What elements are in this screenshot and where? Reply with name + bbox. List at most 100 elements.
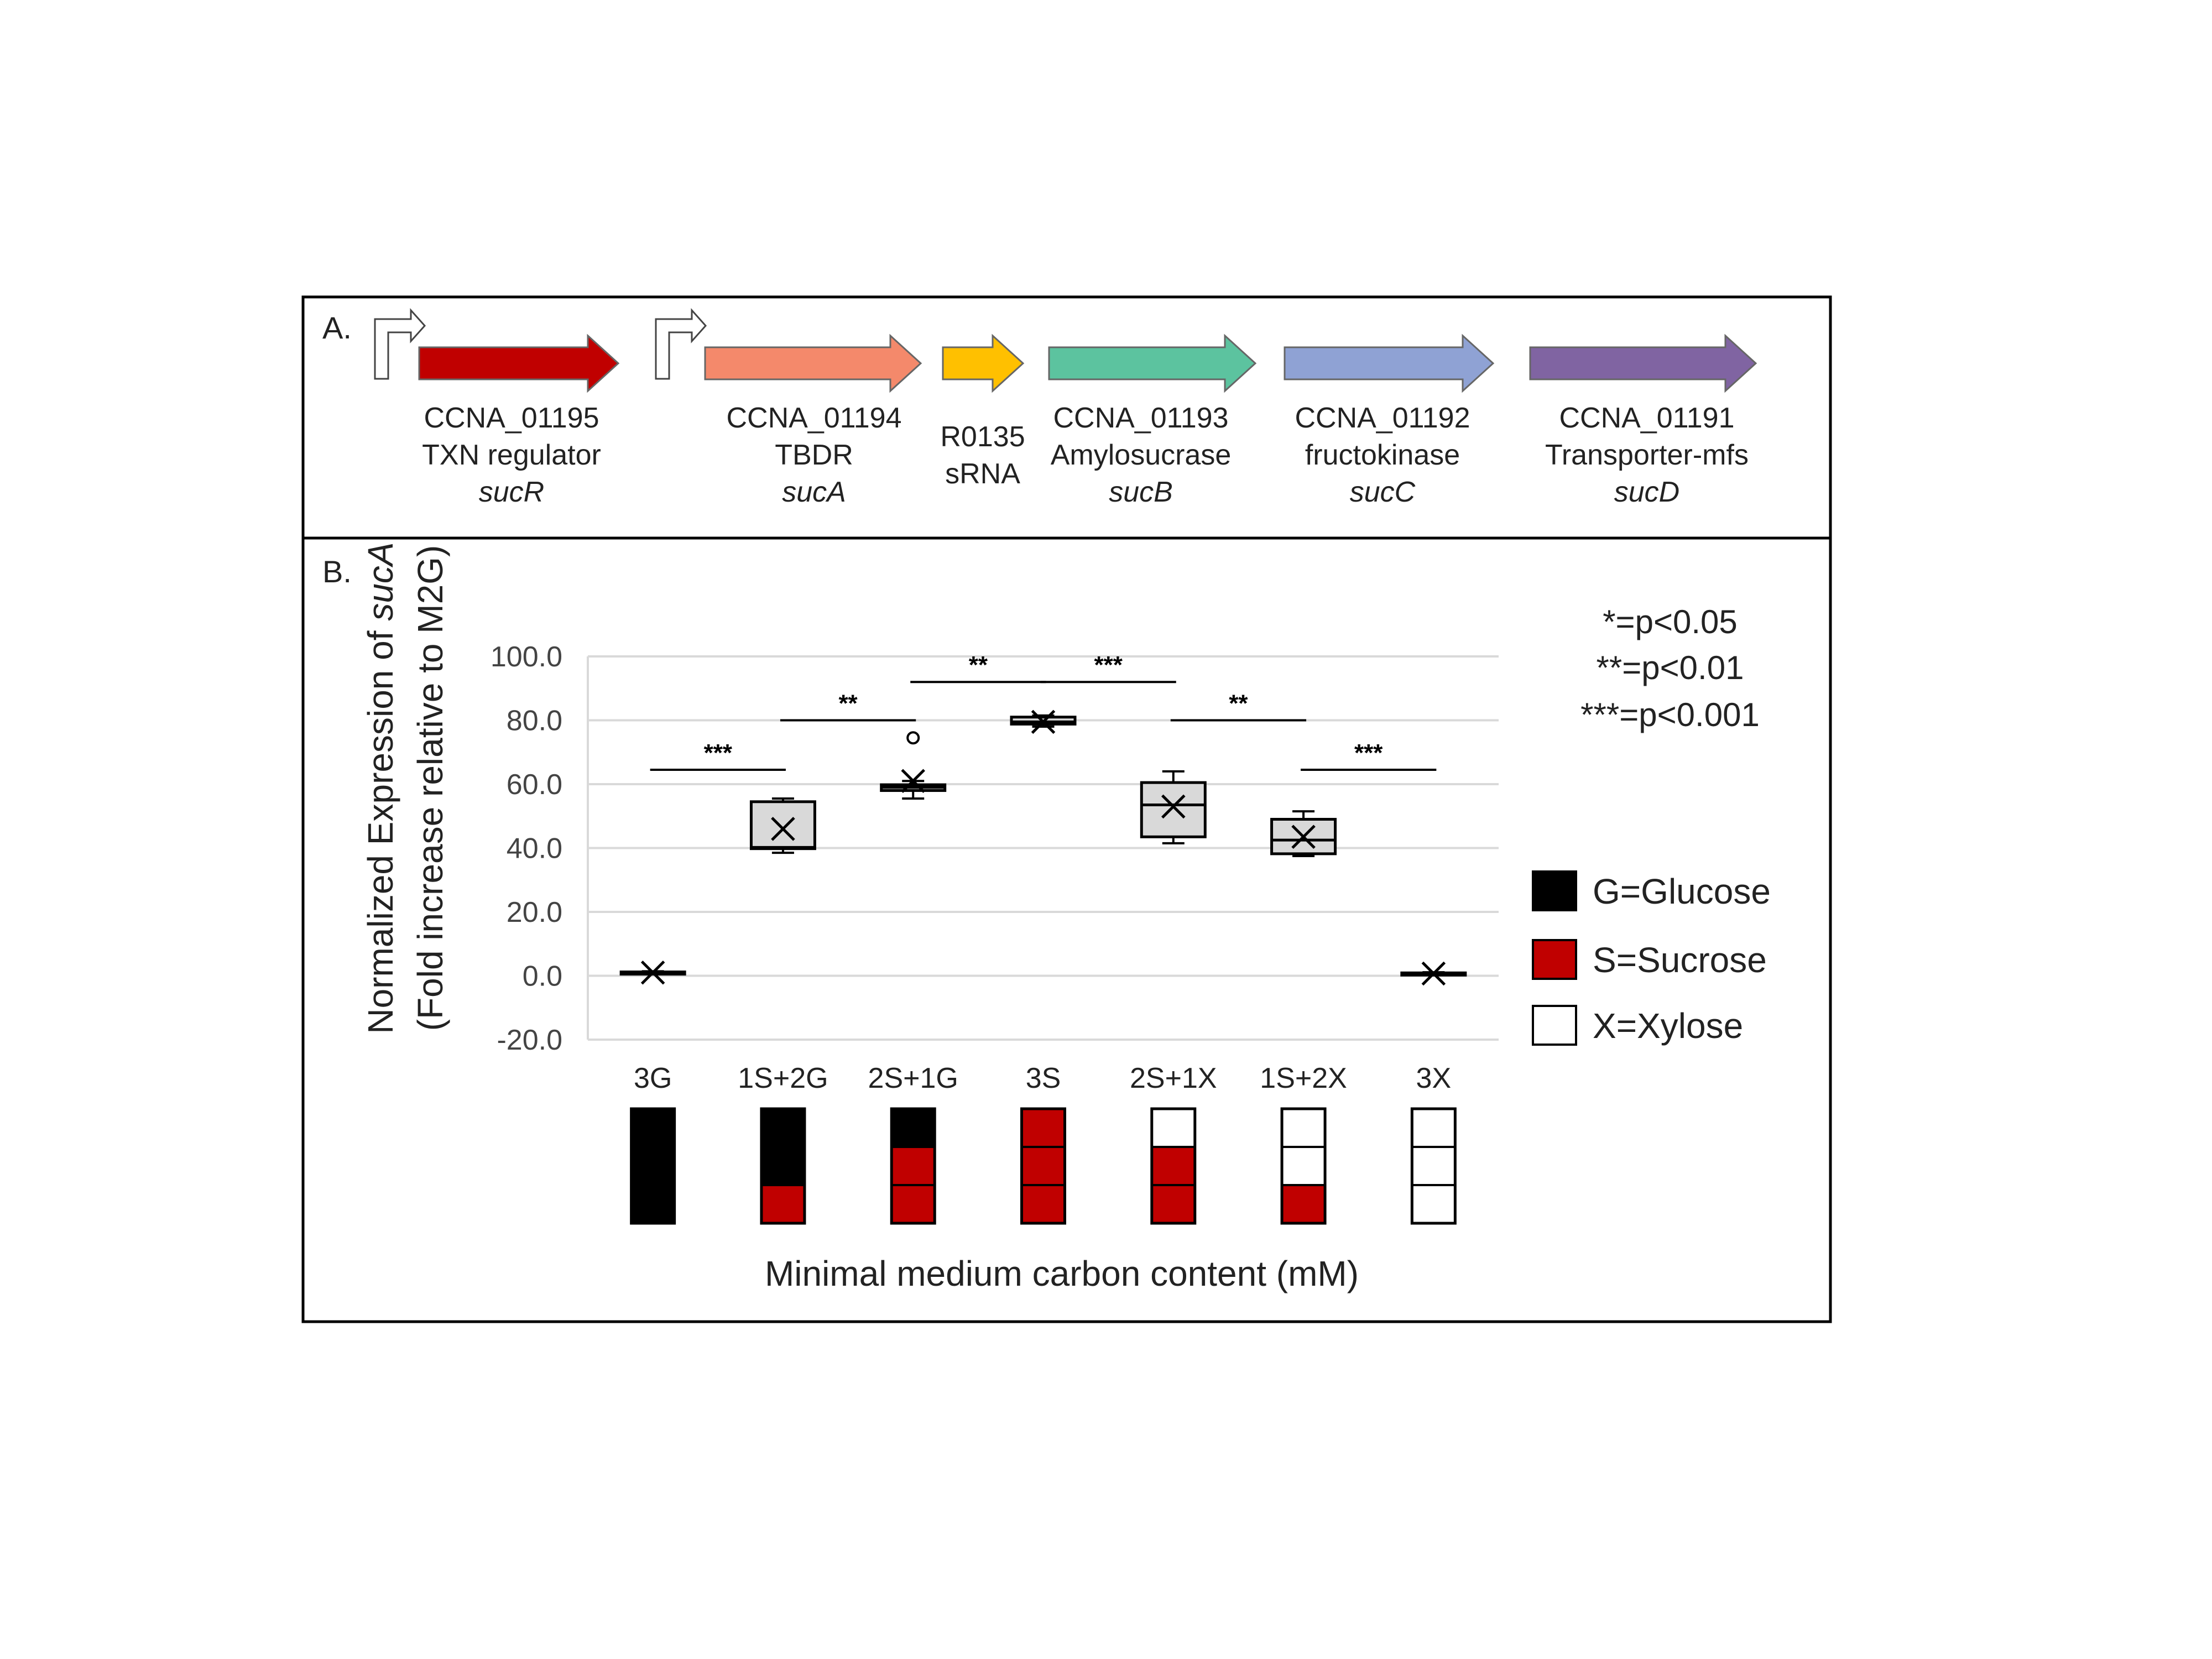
box-3S bbox=[1010, 709, 1077, 734]
composition-cell bbox=[631, 1185, 675, 1224]
gene-name: sucC bbox=[1350, 476, 1416, 508]
gene-arrow bbox=[1529, 333, 1757, 393]
gene-id: CCNA_01195 bbox=[424, 402, 599, 434]
significance-stars: ** bbox=[838, 690, 858, 717]
x-tick-label: 3G bbox=[634, 1062, 672, 1094]
boxes bbox=[619, 709, 1467, 986]
composition-outline bbox=[1150, 1107, 1197, 1225]
composition-cell bbox=[1411, 1185, 1455, 1224]
composition-outline bbox=[760, 1107, 806, 1225]
gene-function: Amylosucrase bbox=[1051, 439, 1232, 471]
significance-legend-item: ***=p<0.001 bbox=[1580, 696, 1760, 733]
significance-legend: *=p<0.05 **=p<0.01 ***=p<0.001 bbox=[1580, 603, 1760, 733]
mean-marker bbox=[771, 817, 795, 841]
composition-cell bbox=[1151, 1146, 1196, 1186]
composition-cell bbox=[1281, 1146, 1326, 1186]
y-tick-label: 20.0 bbox=[507, 896, 562, 928]
composition-column-2S+1X bbox=[1150, 1107, 1197, 1225]
grid-lines bbox=[587, 655, 1499, 1041]
gene-arrow bbox=[704, 333, 922, 393]
figure-frame bbox=[301, 295, 1832, 1323]
composition-cell bbox=[891, 1146, 935, 1186]
mean-marker bbox=[1421, 961, 1446, 986]
gene-arrow bbox=[1284, 333, 1495, 393]
box-iqr bbox=[1140, 781, 1207, 838]
gene-id: CCNA_01194 bbox=[726, 402, 901, 434]
gene-function: fructokinase bbox=[1305, 439, 1460, 471]
composition-cell bbox=[891, 1108, 935, 1147]
y-tick-label: 60.0 bbox=[507, 769, 562, 801]
significance-stars: *** bbox=[1354, 739, 1383, 766]
composition-outline bbox=[890, 1107, 936, 1225]
gene-id: CCNA_01192 bbox=[1295, 402, 1470, 434]
significance-legend-item: *=p<0.05 bbox=[1603, 603, 1738, 640]
mean-marker bbox=[901, 769, 925, 793]
composition-cell bbox=[1411, 1146, 1455, 1186]
box-3G bbox=[619, 960, 686, 985]
composition-cell bbox=[891, 1185, 935, 1224]
composition-cell bbox=[1021, 1108, 1065, 1147]
legend-swatch bbox=[1532, 870, 1577, 911]
x-tick-label: 2S+1G bbox=[868, 1062, 958, 1094]
y-axis-label-secondary: (Fold increase relative to M2G) bbox=[410, 545, 450, 1031]
composition-column-1S+2X bbox=[1280, 1107, 1327, 1225]
composition-cell bbox=[761, 1185, 805, 1224]
y-tick-labels: -20.0 0.0 20.0 40.0 60.0 80.0 100.0 bbox=[491, 641, 562, 1056]
significance-stars: *** bbox=[1094, 651, 1123, 679]
composition-column-3X bbox=[1410, 1107, 1457, 1225]
legend-label: X=Xylose bbox=[1593, 1006, 1743, 1046]
composition-column-3G bbox=[630, 1107, 676, 1225]
composition-outline bbox=[1280, 1107, 1327, 1225]
legend-label: S=Sucrose bbox=[1593, 940, 1767, 980]
promoter-arrow-icon bbox=[655, 308, 707, 380]
significance-stars: *** bbox=[704, 739, 733, 766]
composition-cell bbox=[1151, 1108, 1196, 1147]
box-3X bbox=[1400, 961, 1467, 986]
gene-id: CCNA_01191 bbox=[1559, 402, 1734, 434]
legend-swatch bbox=[1532, 939, 1577, 980]
composition-cell bbox=[1021, 1185, 1065, 1224]
x-axis-label: Minimal medium carbon content (mM) bbox=[765, 1254, 1359, 1293]
gene-name: sucD bbox=[1614, 476, 1679, 508]
gene-function: sRNA bbox=[945, 458, 1020, 490]
panel-b-label: B. bbox=[322, 554, 352, 589]
composition-cell bbox=[631, 1146, 675, 1186]
mean-marker bbox=[1031, 709, 1056, 734]
mean-marker bbox=[1161, 794, 1186, 819]
box-1S+2G bbox=[749, 797, 816, 854]
x-tick-label: 1S+2X bbox=[1260, 1062, 1347, 1094]
composition-cell bbox=[631, 1108, 675, 1147]
composition-outline bbox=[1020, 1107, 1066, 1225]
composition-cell bbox=[1151, 1185, 1196, 1224]
panel-a-label: A. bbox=[322, 310, 352, 345]
composition-outline bbox=[1410, 1107, 1457, 1225]
significance-stars: ** bbox=[1229, 690, 1248, 717]
legend-swatch bbox=[1532, 1005, 1577, 1046]
gene-function: TXN regulator bbox=[422, 439, 601, 471]
box-2S+1X bbox=[1140, 770, 1207, 844]
x-tick-labels: 3G 1S+2G 2S+1G 3S 2S+1X 1S+2X 3X bbox=[634, 1062, 1451, 1094]
mean-marker bbox=[1291, 825, 1316, 849]
composition-cell bbox=[1021, 1146, 1065, 1186]
box-2S+1G bbox=[880, 731, 947, 800]
gene-name: sucR bbox=[479, 476, 544, 508]
legend-label: G=Glucose bbox=[1593, 872, 1771, 911]
gene-arrow bbox=[1048, 333, 1257, 393]
box-iqr bbox=[749, 800, 816, 851]
gene-arrow bbox=[942, 333, 1025, 393]
x-tick-label: 1S+2G bbox=[738, 1062, 828, 1094]
gene-function: Transporter-mfs bbox=[1545, 439, 1749, 471]
significance-bars: ******* ******** bbox=[650, 651, 1437, 771]
composition-cell bbox=[761, 1146, 805, 1186]
composition-cell bbox=[1411, 1108, 1455, 1147]
x-tick-label: 2S+1X bbox=[1130, 1062, 1217, 1094]
significance-stars: ** bbox=[969, 651, 988, 679]
composition-cell bbox=[1281, 1185, 1326, 1224]
gene-name: sucA bbox=[782, 476, 846, 508]
x-tick-label: 3X bbox=[1416, 1062, 1452, 1094]
carbon-source-legend: G=Glucose S=Sucrose X=Xylose bbox=[1532, 870, 1771, 1046]
y-axis-label: Normalized Expression of sucA bbox=[361, 542, 400, 1034]
composition-cell bbox=[1281, 1108, 1326, 1147]
